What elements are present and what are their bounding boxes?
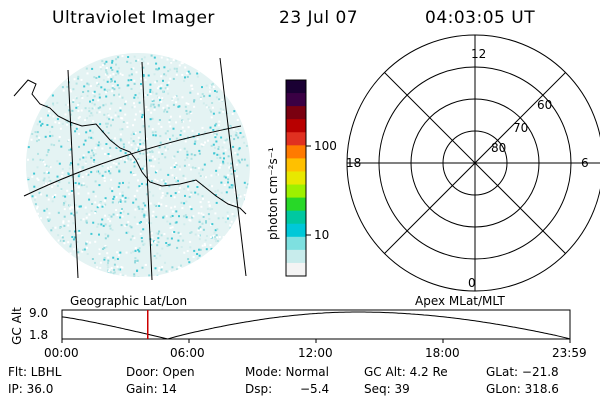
ip-info: IP: 36.0 [8, 382, 54, 396]
mlat-label-80: 80 [491, 141, 507, 155]
altitude-plot [61, 309, 571, 343]
altitude-y-tick: 1.8 [29, 328, 49, 342]
dsp-value: −5.4 [300, 382, 330, 396]
filter-info: Flt: LBHL [8, 365, 62, 379]
colorbar-cell [286, 80, 306, 94]
glon-info: GLon: 318.6 [486, 382, 559, 396]
gc-alt-info: GC Alt: 4.2 Re [364, 365, 448, 379]
colorbar-cell [286, 119, 306, 133]
x-tick-label: 18:00 [425, 346, 460, 360]
colorbar-cell [286, 158, 306, 172]
longitude-line [141, 61, 153, 281]
colorbar-tick-label: 100 [314, 139, 337, 153]
geographic-label: Geographic Lat/Lon [70, 294, 188, 308]
altitude-y-tick: 9.0 [29, 306, 49, 320]
apex-label: Apex MLat/MLT [415, 294, 505, 308]
altitude-curve [61, 311, 571, 340]
glat-info: GLat: −21.8 [486, 365, 559, 379]
uv-image-disk [26, 53, 250, 277]
colorbar-cell [286, 106, 306, 120]
x-tick-label: 23:59 [552, 346, 587, 360]
colorbar-cell [286, 197, 306, 212]
longitude-line [67, 69, 79, 279]
geographic-grid [13, 57, 247, 281]
colorbar-cell [286, 223, 306, 238]
colorbar [285, 79, 311, 277]
polar-plot [346, 34, 600, 292]
coastline [13, 79, 247, 215]
colorbar-tick-label: 10 [314, 228, 330, 242]
colorbar-frame [285, 79, 307, 277]
colorbar-cell [286, 262, 306, 277]
colorbar-cell [286, 171, 306, 186]
latitude-line [23, 125, 242, 197]
colorbar-cell [286, 184, 306, 199]
date-label: 23 Jul 07 [279, 8, 359, 28]
colorbar-cell [286, 93, 306, 107]
mlt-label-midnight: 0 [468, 276, 476, 290]
mlat-label-70: 70 [513, 121, 529, 135]
mlt-label-dawn: 6 [581, 156, 589, 170]
gain-info: Gain: 14 [126, 382, 177, 396]
colorbar-cell [286, 145, 306, 159]
mode-info: Mode: Normal [245, 365, 329, 379]
app-title: Ultraviolet Imager [52, 8, 215, 28]
mlt-label-dusk: 18 [346, 156, 362, 170]
mlt-label-noon: 12 [471, 47, 487, 61]
colorbar-cell [286, 132, 306, 146]
polar-diagonal [384, 72, 566, 254]
longitude-line [219, 57, 247, 277]
door-info: Door: Open [126, 365, 195, 379]
altitude-ylabel: GC Alt [9, 307, 24, 345]
colorbar-unit-label: photon cm⁻²s⁻¹ [266, 147, 280, 240]
time-label: 04:03:05 UT [425, 8, 536, 28]
seq-info: Seq: 39 [364, 382, 410, 396]
mlat-label-60: 60 [537, 98, 553, 112]
dsp-label: Dsp: [245, 382, 273, 396]
x-tick-label: 00:00 [44, 346, 79, 360]
x-tick-label: 12:00 [298, 346, 333, 360]
altitude-plot-frame [61, 309, 571, 340]
colorbar-cell [286, 249, 306, 264]
x-tick-label: 06:00 [170, 346, 205, 360]
colorbar-cell [286, 236, 306, 251]
colorbar-cell [286, 210, 306, 225]
